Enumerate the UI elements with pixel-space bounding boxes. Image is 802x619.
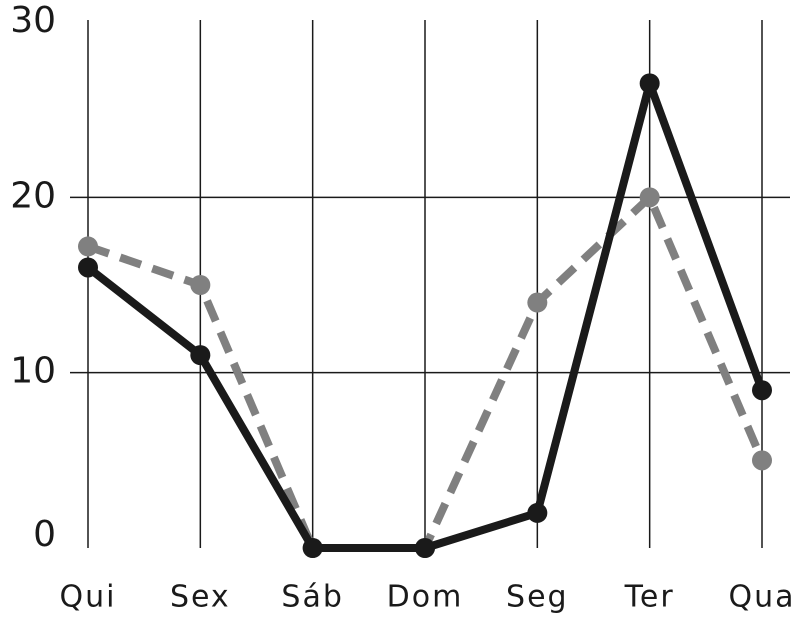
x-tick-label: Dom: [387, 580, 464, 615]
x-tick-label: Sex: [170, 580, 231, 615]
x-tick-label: Qui: [60, 580, 117, 615]
y-tick-label: 30: [10, 0, 56, 41]
data-point: [190, 345, 211, 366]
data-point: [527, 502, 548, 523]
data-point: [302, 538, 323, 558]
x-tick-label: Ter: [624, 580, 675, 615]
x-tick-label: Sáb: [281, 580, 343, 615]
y-tick-label: 0: [33, 514, 56, 555]
data-point: [527, 292, 548, 313]
data-point: [78, 236, 98, 257]
data-point: [639, 73, 660, 94]
y-tick-label: 10: [10, 351, 56, 392]
data-point: [78, 257, 98, 278]
x-tick-label: Seg: [506, 580, 569, 615]
data-point: [639, 187, 660, 208]
data-point: [190, 275, 211, 295]
y-tick-label: 20: [10, 175, 56, 216]
data-point: [415, 538, 435, 558]
data-point: [752, 450, 772, 471]
data-point: [752, 380, 772, 401]
x-tick-label: Qua: [728, 580, 795, 615]
